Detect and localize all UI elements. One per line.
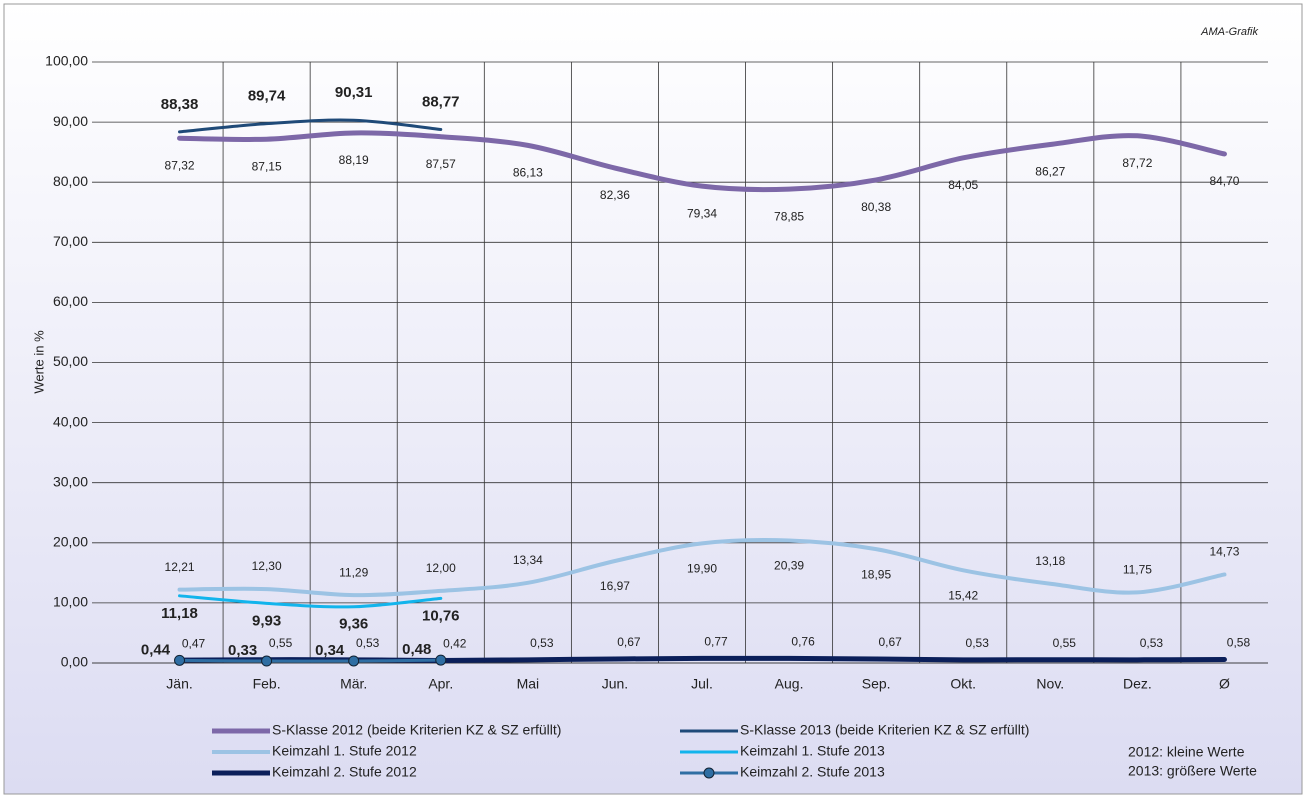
data-label: 12,00 [426, 561, 456, 575]
line [178, 594, 443, 609]
data-label: 87,15 [252, 159, 282, 173]
y-axis-label: Werte in % [31, 330, 46, 394]
y-tick-label: 0,00 [61, 654, 88, 670]
data-label: 20,39 [774, 559, 804, 573]
data-label: 11,29 [339, 565, 368, 579]
x-tick-label: Apr. [428, 676, 453, 692]
data-label: 0,44 [141, 641, 171, 658]
data-label: 88,38 [161, 96, 199, 113]
data-label: 19,90 [687, 562, 717, 576]
data-label: 0,47 [182, 636, 206, 650]
data-label: 86,13 [513, 166, 543, 180]
data-label: 0,48 [402, 641, 431, 658]
data-label: 84,05 [948, 178, 978, 192]
data-label: 86,27 [1035, 165, 1065, 179]
marker [174, 654, 186, 666]
data-label: 0,53 [530, 636, 554, 650]
legend-label: Keimzahl 1. Stufe 2012 [272, 743, 417, 759]
y-tick-label: 100,00 [45, 53, 88, 69]
data-label: 12,30 [252, 559, 282, 573]
marker [435, 654, 447, 666]
line [178, 658, 443, 663]
data-label: 87,32 [165, 158, 195, 172]
y-tick-label: 70,00 [53, 233, 88, 249]
data-label: 84,70 [1209, 174, 1239, 188]
data-label: 9,36 [339, 616, 368, 633]
data-label: 0,58 [1227, 636, 1251, 650]
data-label: 11,75 [1123, 563, 1152, 577]
data-label: 0,67 [617, 635, 641, 649]
data-label: 87,72 [1122, 156, 1152, 170]
data-label: 88,77 [422, 93, 460, 110]
y-tick-label: 40,00 [53, 413, 88, 429]
data-label: 13,34 [513, 553, 543, 567]
data-label: 0,53 [966, 636, 990, 650]
data-label: 10,76 [422, 607, 460, 624]
line [177, 538, 1227, 598]
data-label: 0,55 [269, 636, 293, 650]
data-label: 9,93 [252, 612, 281, 629]
data-label: 0,42 [443, 637, 467, 651]
data-label: 16,97 [600, 579, 630, 593]
x-tick-label: Nov. [1036, 676, 1064, 692]
x-tick-label: Sep. [862, 676, 891, 692]
data-label: 14,73 [1209, 545, 1239, 559]
legend-label: S-Klasse 2013 (beide Kriterien KZ & SZ e… [740, 722, 1029, 738]
data-label: 13,18 [1035, 554, 1065, 568]
data-label: 0,67 [878, 635, 902, 649]
data-label: 0,55 [1053, 636, 1077, 650]
data-label: 0,76 [791, 635, 815, 649]
x-tick-label: Mär. [340, 676, 367, 692]
data-label: 15,42 [948, 588, 978, 602]
data-label: 90,31 [335, 84, 373, 101]
data-label: 12,21 [165, 560, 195, 574]
y-tick-label: 80,00 [53, 173, 88, 189]
data-label: 18,95 [861, 567, 891, 581]
marker [261, 655, 273, 667]
y-tick-label: 10,00 [53, 594, 88, 610]
data-label: 0,33 [228, 642, 257, 659]
x-tick-label: Mai [517, 676, 540, 692]
data-label: 88,19 [339, 153, 369, 167]
data-label: 87,57 [426, 157, 456, 171]
data-label: 78,85 [774, 209, 804, 223]
data-label: 0,53 [1140, 636, 1164, 650]
note: 2013: größere Werte [1128, 763, 1257, 779]
data-label: 0,53 [356, 636, 380, 650]
line [178, 118, 443, 134]
data-label: 82,36 [600, 188, 630, 202]
data-label: 0,34 [315, 642, 345, 659]
x-tick-label: Jän. [166, 676, 192, 692]
y-tick-label: 20,00 [53, 534, 88, 550]
y-tick-label: 60,00 [53, 293, 88, 309]
x-tick-label: Aug. [775, 676, 804, 692]
legend-label: Keimzahl 2. Stufe 2013 [740, 764, 885, 780]
x-tick-label: Ø [1219, 676, 1230, 692]
legend-label: Keimzahl 2. Stufe 2012 [272, 764, 417, 780]
x-tick-label: Feb. [253, 676, 281, 692]
y-tick-label: 50,00 [53, 353, 88, 369]
legend-label: S-Klasse 2012 (beide Kriterien KZ & SZ e… [272, 722, 561, 738]
data-label: 89,74 [248, 88, 286, 105]
marker [348, 655, 360, 667]
x-tick-label: Okt. [950, 676, 976, 692]
y-tick-label: 30,00 [53, 473, 88, 489]
x-tick-label: Jul. [691, 676, 713, 692]
data-label: 80,38 [861, 200, 891, 214]
source: AMA-Grafik [1200, 26, 1258, 38]
note: 2012: kleine Werte [1128, 744, 1245, 760]
y-tick-label: 90,00 [53, 113, 88, 129]
line [177, 130, 1227, 193]
data-label: 79,34 [687, 206, 717, 220]
data-label: 11,18 [161, 605, 198, 622]
x-tick-label: Jun. [602, 676, 628, 692]
legend-marker [703, 767, 715, 779]
legend-label: Keimzahl 1. Stufe 2013 [740, 743, 885, 759]
x-tick-label: Dez. [1123, 676, 1152, 692]
data-label: 0,77 [704, 635, 728, 649]
